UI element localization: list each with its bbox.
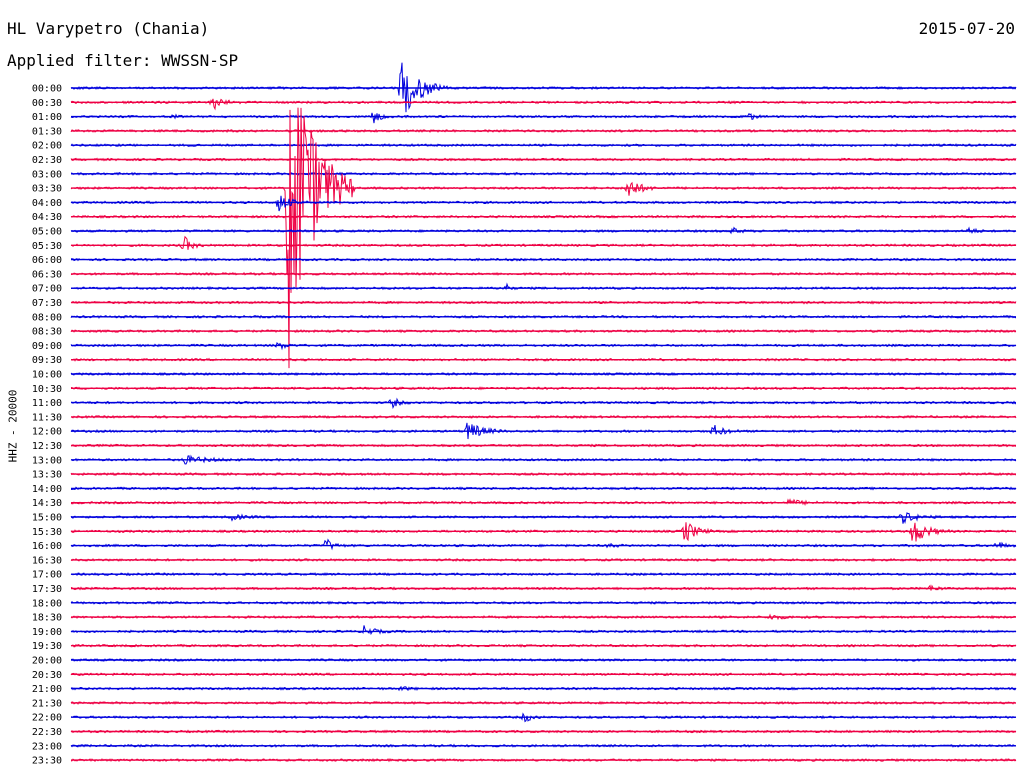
time-tick-group: 00:00 00:30 01:00 01:30 02:00 02:30 03:00 03:30… xyxy=(32,84,62,767)
time-tick-label: 11:30 xyxy=(32,412,62,423)
trace-0400 xyxy=(70,195,1017,212)
time-tick-label: 15:00 xyxy=(32,513,62,524)
time-tick-label: 21:00 xyxy=(32,684,62,695)
date-label: 2015-07-20 xyxy=(918,19,1015,38)
time-tick-label: 17:30 xyxy=(32,584,62,595)
time-tick-label: 06:00 xyxy=(32,255,62,266)
time-tick-label: 09:00 xyxy=(32,341,62,352)
station-title: HL Varypetro (Chania) xyxy=(7,19,210,38)
time-tick-label: 22:30 xyxy=(32,727,62,738)
time-tick-label: 14:00 xyxy=(32,484,62,495)
time-tick-label: 22:00 xyxy=(32,713,62,724)
time-tick-label: 21:30 xyxy=(32,698,62,709)
time-tick-label: 18:30 xyxy=(32,613,62,624)
time-tick-label: 10:00 xyxy=(32,370,62,381)
time-tick-label: 09:30 xyxy=(32,355,62,366)
time-tick-label: 12:30 xyxy=(32,441,62,452)
trace-group xyxy=(70,62,1017,763)
time-tick-label: 16:30 xyxy=(32,555,62,566)
time-tick-label: 13:00 xyxy=(32,455,62,466)
time-tick-label: 17:00 xyxy=(32,570,62,581)
time-tick-label: 11:00 xyxy=(32,398,62,409)
trace-0030 xyxy=(70,98,1017,111)
time-tick-label: 08:30 xyxy=(32,327,62,338)
time-tick-label: 14:30 xyxy=(32,498,62,509)
time-tick-label: 04:30 xyxy=(32,212,62,223)
filter-label: Applied filter: WWSSN-SP xyxy=(7,51,239,70)
trace-0100 xyxy=(70,112,1017,124)
time-tick-label: 03:00 xyxy=(32,169,62,180)
time-tick-label: 10:30 xyxy=(32,384,62,395)
time-tick-label: 06:30 xyxy=(32,269,62,280)
time-tick-label: 02:00 xyxy=(32,141,62,152)
time-tick-label: 05:00 xyxy=(32,227,62,238)
time-tick-label: 20:30 xyxy=(32,670,62,681)
trace-1900 xyxy=(70,625,1017,636)
time-tick-label: 02:30 xyxy=(32,155,62,166)
time-tick-label: 00:30 xyxy=(32,98,62,109)
time-tick-label: 05:30 xyxy=(32,241,62,252)
trace-0330 xyxy=(70,107,1017,369)
time-tick-label: 07:30 xyxy=(32,298,62,309)
time-tick-label: 04:00 xyxy=(32,198,62,209)
time-tick-label: 15:30 xyxy=(32,527,62,538)
time-tick-label: 01:30 xyxy=(32,126,62,137)
time-tick-label: 23:30 xyxy=(32,756,62,767)
time-tick-label: 23:00 xyxy=(32,741,62,752)
time-tick-label: 03:30 xyxy=(32,184,62,195)
trace-0530 xyxy=(70,235,1017,250)
time-tick-label: 16:00 xyxy=(32,541,62,552)
time-tick-label: 13:30 xyxy=(32,470,62,481)
time-tick-label: 19:30 xyxy=(32,641,62,652)
trace-1600 xyxy=(70,538,1017,551)
trace-1100 xyxy=(70,397,1017,410)
time-tick-label: 07:00 xyxy=(32,284,62,295)
time-tick-label: 00:00 xyxy=(32,84,62,95)
time-tick-label: 08:00 xyxy=(32,312,62,323)
time-tick-label: 19:00 xyxy=(32,627,62,638)
time-tick-label: 18:00 xyxy=(32,598,62,609)
time-tick-label: 01:00 xyxy=(32,112,62,123)
time-tick-label: 20:00 xyxy=(32,656,62,667)
time-tick-label: 12:00 xyxy=(32,427,62,438)
trace-1500 xyxy=(70,512,1017,524)
